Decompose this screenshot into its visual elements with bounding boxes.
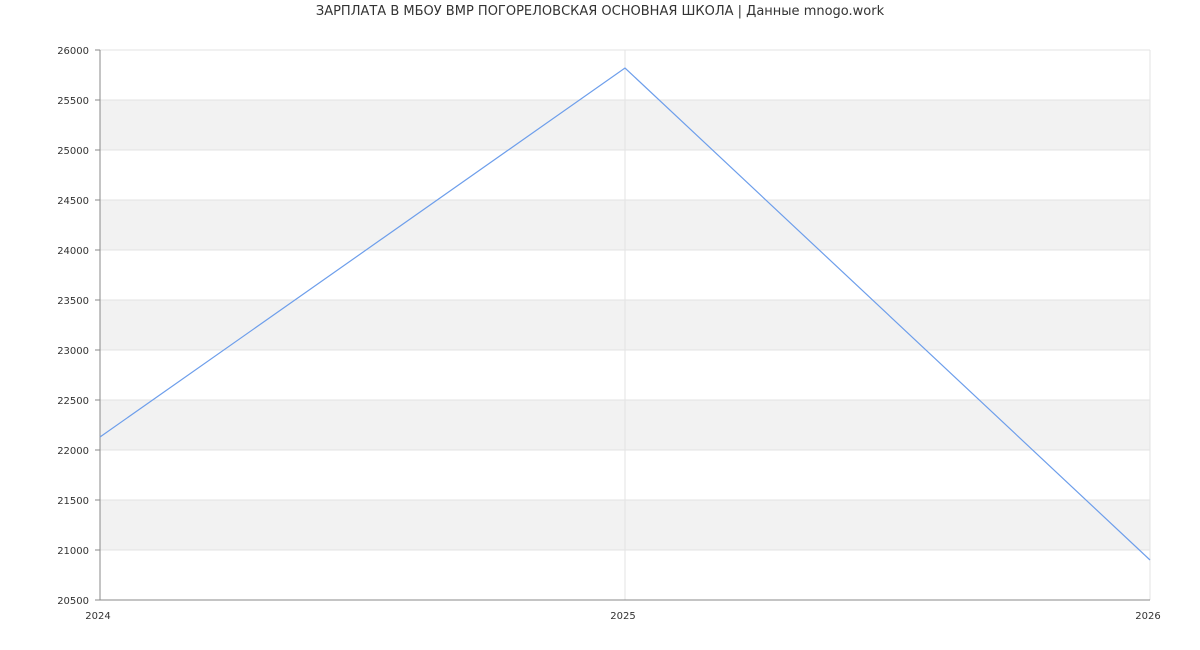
y-tick-label: 20500 <box>57 596 89 607</box>
y-tick-label: 25000 <box>57 146 89 157</box>
y-tick-label: 22500 <box>57 396 89 407</box>
chart-title: ЗАРПЛАТА В МБОУ ВМР ПОГОРЕЛОВСКАЯ ОСНОВН… <box>315 4 885 19</box>
y-tick-label: 23000 <box>57 346 89 357</box>
y-tick-label: 24500 <box>57 196 89 207</box>
y-tick-label: 22000 <box>57 446 89 457</box>
x-tick-label: 2025 <box>610 611 635 622</box>
y-tick-label: 24000 <box>57 246 89 257</box>
y-tick-label: 26000 <box>57 46 89 57</box>
x-tick-label: 2026 <box>1135 611 1160 622</box>
series-line <box>99 67 1151 561</box>
x-tick-label: 2024 <box>85 611 110 622</box>
y-tick-label: 23500 <box>57 296 89 307</box>
y-tick-label: 25500 <box>57 96 89 107</box>
y-tick-label: 21000 <box>57 546 89 557</box>
y-tick-label: 21500 <box>57 496 89 507</box>
